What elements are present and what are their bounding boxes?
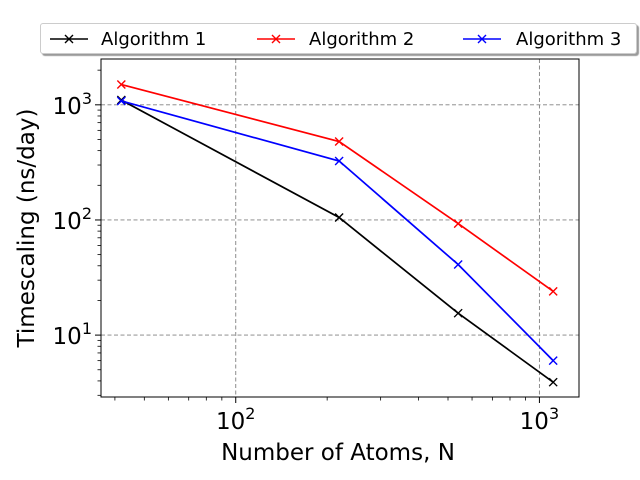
series-line	[120, 99, 554, 383]
y-axis-label: Timescaling (ns/day)	[14, 109, 40, 349]
series-2	[116, 80, 558, 296]
data-point	[453, 219, 463, 229]
series-line	[121, 100, 554, 362]
legend-label-algorithm-2: Algorithm 2	[309, 29, 415, 50]
y-ticks: 101 102 103	[53, 89, 101, 350]
grid-lines	[101, 59, 579, 397]
plot-frame	[100, 58, 580, 398]
legend-swatch-algorithm-3	[463, 34, 501, 44]
data-point	[548, 286, 558, 296]
data-point	[334, 156, 344, 166]
data-point	[334, 213, 344, 223]
series-1	[116, 95, 558, 387]
legend-label-algorithm-1: Algorithm 1	[101, 29, 207, 50]
y-tick-label: 102	[53, 204, 92, 235]
x-tick-label: 103	[520, 404, 559, 435]
legend: Algorithm 1 Algorithm 2 Algorithm 3	[40, 23, 637, 54]
x-axis-label: Number of Atoms, N	[221, 440, 455, 466]
data-point	[453, 260, 463, 270]
data-point	[116, 96, 126, 106]
legend-swatch-algorithm-1	[50, 34, 88, 44]
series-group	[116, 80, 558, 387]
data-point	[334, 137, 344, 147]
data-point	[548, 356, 558, 366]
legend-label-algorithm-3: Algorithm 3	[516, 29, 622, 50]
series-3	[116, 96, 558, 366]
x-tick-label: 102	[216, 404, 255, 435]
data-point	[116, 80, 126, 90]
series-line	[121, 83, 554, 293]
y-tick-label: 101	[53, 319, 92, 350]
data-point	[548, 377, 558, 387]
data-point	[453, 308, 463, 318]
legend-swatch-algorithm-2	[257, 34, 295, 44]
x-ticks: 102 103	[216, 397, 559, 435]
minor-ticks	[97, 69, 526, 401]
y-tick-label: 103	[53, 89, 92, 120]
